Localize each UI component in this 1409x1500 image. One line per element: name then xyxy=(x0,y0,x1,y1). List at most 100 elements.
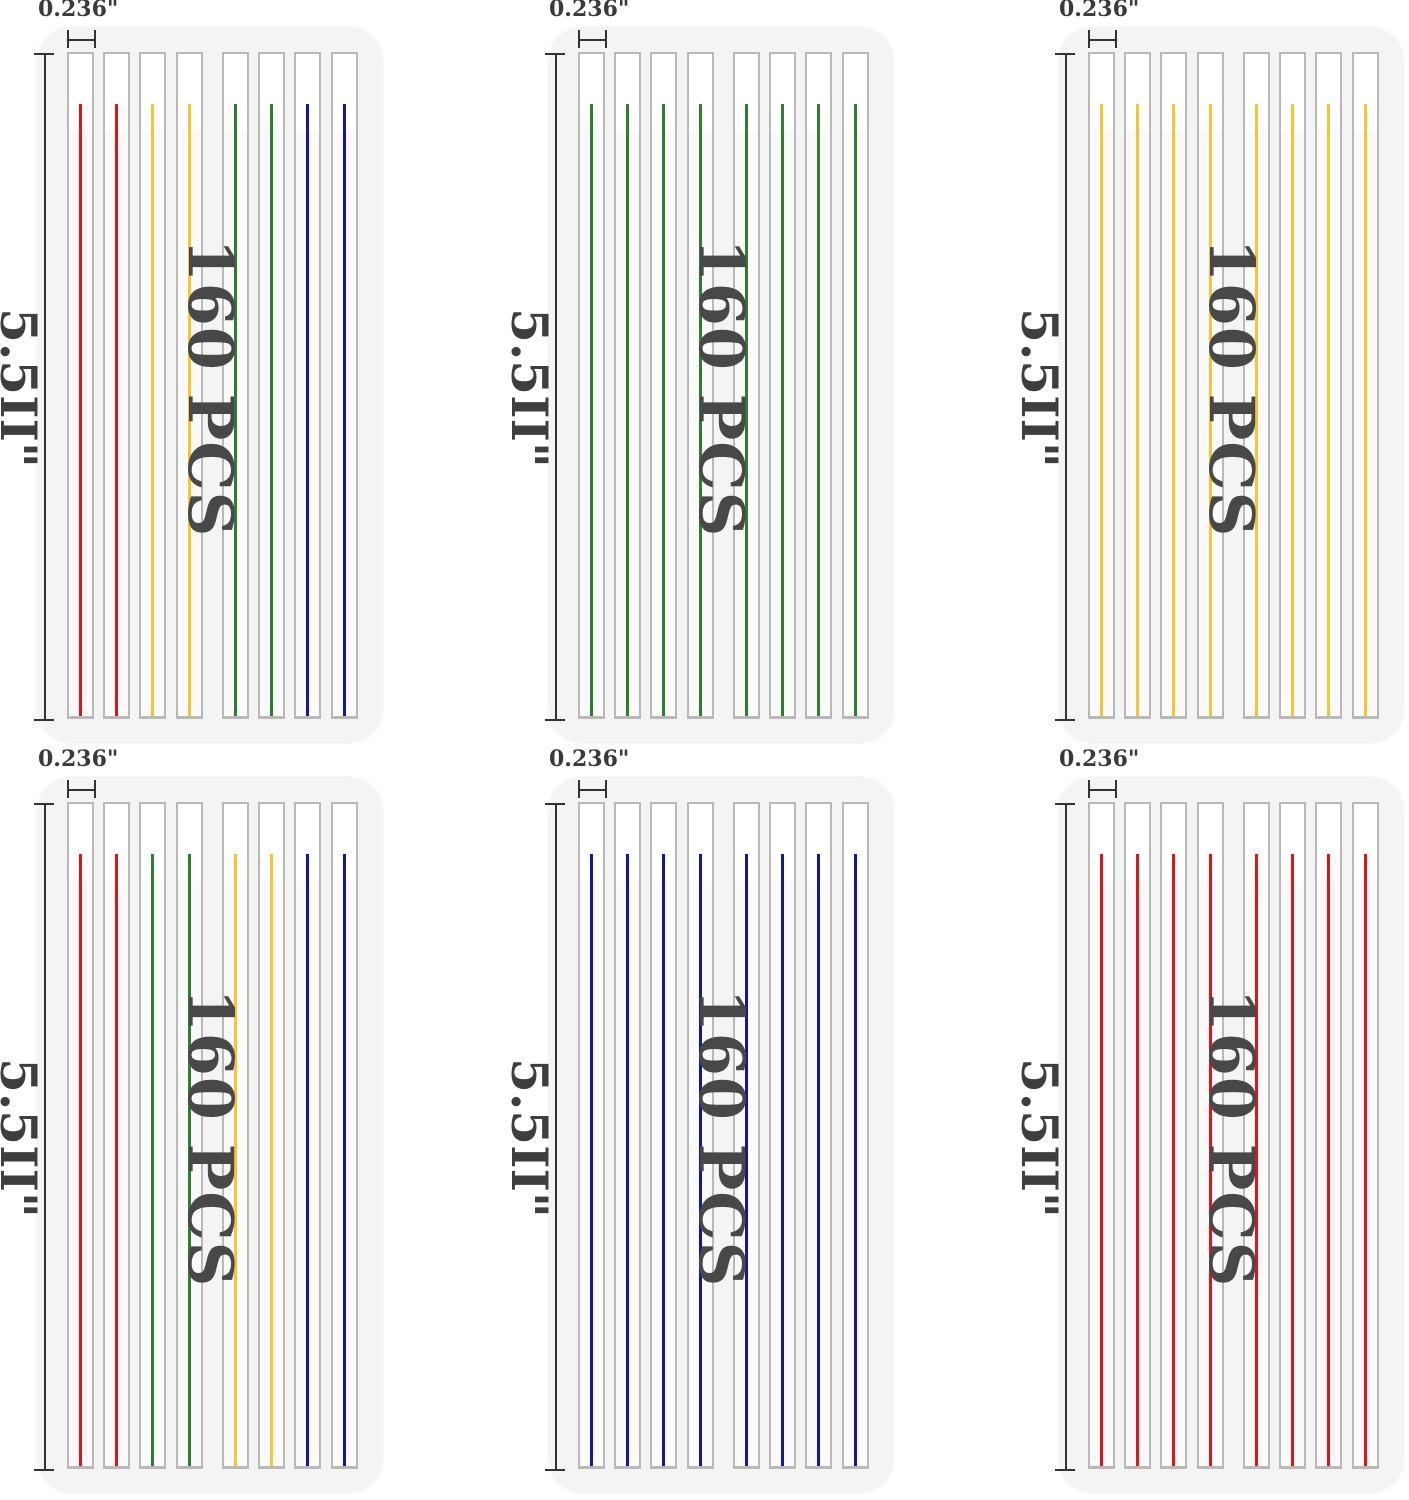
color-strip xyxy=(817,854,820,1466)
width-dimension-tick xyxy=(578,780,580,798)
strip-slot xyxy=(1243,802,1270,1469)
strip-slot xyxy=(1124,802,1151,1469)
width-dimension-line xyxy=(68,39,95,41)
width-dimension-line xyxy=(68,789,95,791)
width-dimension-tick xyxy=(578,30,580,48)
strip-slot xyxy=(1352,802,1379,1469)
color-strip xyxy=(1364,854,1367,1466)
width-dimension-tick xyxy=(94,780,96,798)
strip-slot xyxy=(614,52,641,719)
strip-slot xyxy=(1352,52,1379,719)
color-strip xyxy=(188,854,191,1466)
width-dimension-label: 0.236" xyxy=(1059,0,1140,22)
color-strip xyxy=(1209,854,1212,1466)
strip-slot xyxy=(650,802,677,1469)
color-strip xyxy=(234,854,237,1466)
height-dimension-line xyxy=(555,54,557,720)
color-strip xyxy=(188,104,191,716)
height-dimension-line xyxy=(1065,804,1067,1470)
color-strip xyxy=(1136,104,1139,716)
strip-pack-panel: 0.236" 5.5II" 160 PCS xyxy=(500,746,941,1492)
strip-slot xyxy=(842,802,869,1469)
color-strip xyxy=(745,104,748,716)
strip-slot xyxy=(733,52,760,719)
color-strip xyxy=(1209,104,1212,716)
height-dimension-tick xyxy=(545,53,565,55)
strip-slot xyxy=(1279,802,1306,1469)
strip-pack-panel: 0.236" 5.5II" 160 PCS xyxy=(0,746,430,1492)
strip-slot xyxy=(578,52,605,719)
strip-slot xyxy=(222,52,249,719)
strip-slot xyxy=(294,802,321,1469)
color-strip xyxy=(781,854,784,1466)
pack-card xyxy=(549,778,893,1492)
strip-slot xyxy=(222,802,249,1469)
height-dimension-line xyxy=(555,804,557,1470)
pack-card xyxy=(1059,28,1403,742)
color-strip xyxy=(590,854,593,1466)
height-dimension-label: 5.5II" xyxy=(0,1058,48,1218)
color-strip xyxy=(343,104,346,716)
width-dimension-tick xyxy=(1088,780,1090,798)
strip-slot xyxy=(1243,52,1270,719)
strip-pack-panel: 0.236" 5.5II" 160 PCS xyxy=(1010,746,1409,1492)
width-dimension-tick xyxy=(605,30,607,48)
piece-count-label: 160 PCS xyxy=(685,238,758,538)
color-strip xyxy=(270,854,273,1466)
strip-slot xyxy=(578,802,605,1469)
strip-slot xyxy=(1088,52,1115,719)
height-dimension-line xyxy=(44,54,46,720)
pack-card xyxy=(549,28,893,742)
strip-slot xyxy=(1315,52,1342,719)
width-dimension-line xyxy=(579,789,606,791)
height-dimension-tick xyxy=(34,53,54,55)
strip-slot xyxy=(1160,52,1187,719)
strip-pack-panel: 0.236" 5.5II" 160 PCS xyxy=(500,0,941,742)
strip-slot xyxy=(1197,52,1224,719)
height-dimension-label: 5.5II" xyxy=(1010,1058,1069,1218)
width-dimension-label: 0.236" xyxy=(38,0,119,22)
width-dimension-line xyxy=(1089,39,1116,41)
piece-count-label: 160 PCS xyxy=(174,238,247,538)
height-dimension-tick xyxy=(1055,1469,1075,1471)
strip-slot xyxy=(769,52,796,719)
color-strip xyxy=(234,104,237,716)
piece-count-label: 160 PCS xyxy=(685,988,758,1288)
strip-slot xyxy=(331,52,358,719)
width-dimension-label: 0.236" xyxy=(549,0,630,22)
color-strip xyxy=(1136,854,1139,1466)
color-strip xyxy=(1255,104,1258,716)
width-dimension-tick xyxy=(67,780,69,798)
strip-pack-panel: 0.236" 5.5II" 160 PCS xyxy=(1010,0,1409,742)
strip-slot xyxy=(176,52,203,719)
strip-slot xyxy=(805,802,832,1469)
color-strip xyxy=(79,104,82,716)
width-dimension-tick xyxy=(605,780,607,798)
height-dimension-line xyxy=(1065,54,1067,720)
strip-slot xyxy=(103,52,130,719)
strip-slot xyxy=(1160,802,1187,1469)
strip-slot xyxy=(1279,52,1306,719)
height-dimension-label: 5.5II" xyxy=(1010,308,1069,468)
color-strip xyxy=(854,854,857,1466)
height-dimension-tick xyxy=(1055,719,1075,721)
strip-slot xyxy=(1197,802,1224,1469)
strip-slot xyxy=(67,802,94,1469)
width-dimension-line xyxy=(1089,789,1116,791)
strip-slot xyxy=(294,52,321,719)
strip-slot xyxy=(258,52,285,719)
strip-slot xyxy=(650,52,677,719)
color-strip xyxy=(745,854,748,1466)
color-strip xyxy=(1291,104,1294,716)
strip-slot xyxy=(842,52,869,719)
strip-slot xyxy=(139,802,166,1469)
width-dimension-tick xyxy=(94,30,96,48)
height-dimension-label: 5.5II" xyxy=(500,1058,559,1218)
strip-slot xyxy=(687,802,714,1469)
strip-slot xyxy=(176,802,203,1469)
height-dimension-line xyxy=(44,804,46,1470)
color-strip xyxy=(1291,854,1294,1466)
width-dimension-line xyxy=(579,39,606,41)
piece-count-label: 160 PCS xyxy=(1195,988,1268,1288)
width-dimension-tick xyxy=(67,30,69,48)
